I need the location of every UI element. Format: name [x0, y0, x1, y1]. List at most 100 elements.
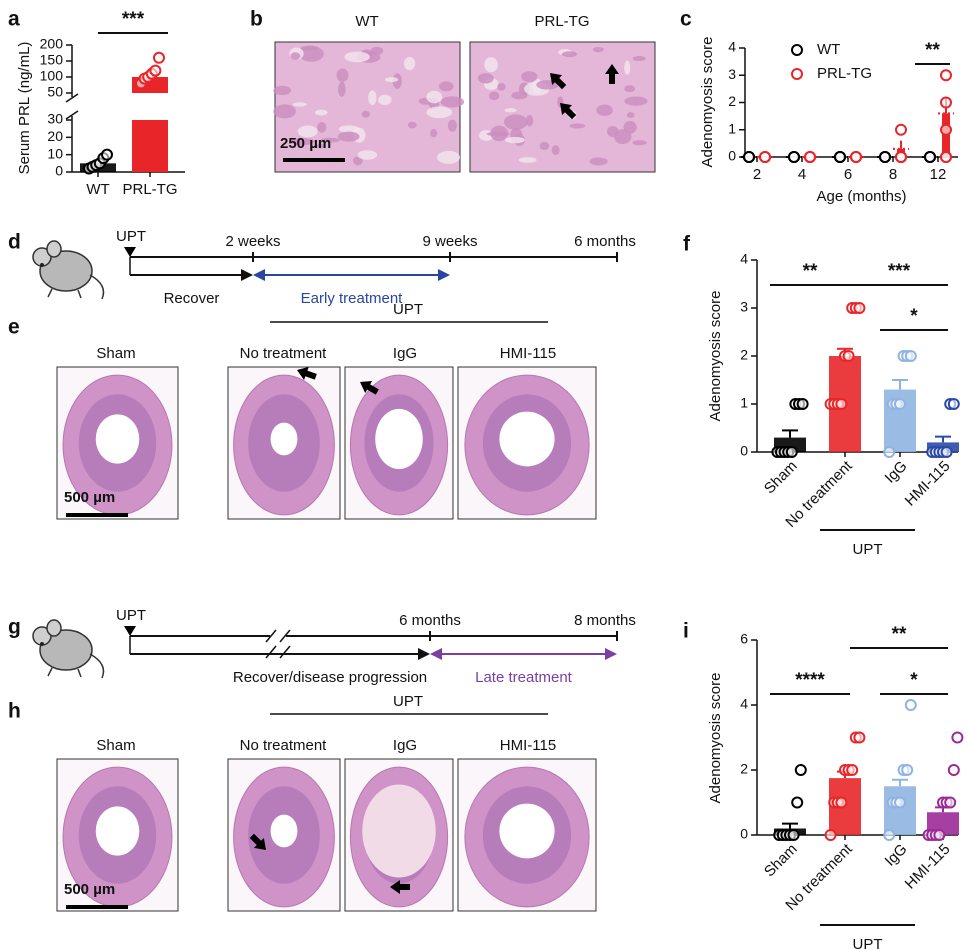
arrowhead — [241, 269, 253, 281]
arrow — [390, 880, 410, 894]
tissue-texture — [539, 141, 550, 151]
tissue-texture — [392, 73, 402, 90]
tissue-texture — [623, 120, 637, 134]
tissue-texture — [504, 136, 525, 144]
x-tick-label: IgG — [882, 841, 911, 870]
tissue-texture — [589, 157, 608, 166]
tissue-texture — [336, 68, 349, 82]
y-tick-label: 4 — [740, 251, 748, 267]
tissue-texture — [477, 73, 494, 84]
data-point — [153, 51, 165, 64]
tissue-texture — [596, 104, 613, 116]
tissue-texture — [273, 85, 292, 96]
data-point — [842, 350, 855, 362]
scale-bar-label: 500 µm — [64, 489, 115, 506]
significance-label: * — [910, 306, 918, 327]
scale-bar — [66, 513, 128, 517]
data-point — [940, 446, 953, 458]
bar — [884, 786, 916, 835]
tissue-texture — [273, 104, 296, 119]
timeline-tick-label: 6 months — [574, 233, 636, 250]
panel-letter: e — [8, 316, 20, 339]
image-label: IgG — [393, 737, 417, 754]
legend-marker — [791, 44, 803, 56]
tissue-texture — [384, 77, 399, 83]
scale-bar — [66, 905, 128, 909]
data-point — [835, 796, 848, 809]
x-axis-label: Age (months) — [816, 188, 906, 205]
data-point — [787, 829, 800, 841]
legend-marker — [791, 68, 803, 80]
timeline-tick-label: 2 weeks — [225, 233, 280, 250]
timeline-tick-label: 8 months — [574, 612, 636, 629]
y-tick-label: 30 — [47, 111, 63, 127]
tissue-texture — [314, 109, 328, 116]
mouse-icon — [32, 240, 105, 300]
lumen — [375, 408, 423, 470]
tissue-texture — [300, 45, 319, 51]
y-axis-label: Adenomyosis score — [707, 673, 724, 804]
arrow — [605, 64, 619, 84]
data-point — [759, 151, 771, 163]
tissue-texture — [352, 156, 363, 166]
significance-label: **** — [795, 670, 825, 691]
image-label: HMI-115 — [500, 737, 556, 754]
y-tick-label: 2 — [728, 93, 736, 109]
y-tick-label: 2 — [740, 347, 748, 363]
y-tick-label: 4 — [728, 39, 736, 55]
break-mark — [265, 645, 277, 659]
tissue-texture — [426, 90, 443, 104]
panel-letter: h — [8, 700, 21, 723]
image-label: Sham — [96, 345, 135, 362]
data-point — [947, 398, 960, 410]
y-tick-label: 1 — [740, 395, 748, 411]
lumen — [95, 806, 140, 856]
y-tick-label: 1 — [728, 120, 736, 136]
timeline-start: UPT — [116, 228, 146, 245]
data-point — [788, 151, 800, 163]
y-tick-label: 0 — [728, 148, 736, 164]
data-point — [846, 764, 859, 776]
panel-letter: a — [8, 8, 20, 31]
panel-letter: c — [680, 8, 692, 31]
tissue-texture — [361, 110, 370, 118]
data-point — [940, 69, 952, 82]
lumen — [362, 784, 436, 878]
significance-label: ** — [803, 261, 818, 282]
y-tick-label: 200 — [40, 36, 64, 52]
phase-label: Recover/disease progression — [233, 669, 427, 686]
x-tick-label: PRL-TG — [122, 181, 177, 198]
y-axis-label: Adenomyosis score — [699, 37, 716, 168]
panel-letter: d — [8, 231, 21, 254]
tissue-texture — [317, 121, 327, 133]
axis-break — [65, 93, 79, 103]
x-tick-label: 8 — [889, 166, 897, 183]
y-tick-label: 0 — [55, 163, 63, 179]
axis-break — [65, 110, 79, 120]
data-point — [894, 796, 906, 809]
data-point — [804, 151, 816, 163]
image-label: Sham — [96, 737, 135, 754]
image-label: PRL-TG — [534, 13, 589, 30]
x-tick-label: 6 — [844, 166, 852, 183]
tissue-texture — [320, 137, 340, 143]
tissue-texture — [561, 51, 578, 58]
timeline-start: UPT — [116, 607, 146, 624]
significance-label: *** — [888, 261, 911, 282]
arrow — [249, 833, 266, 850]
tissue-texture — [551, 145, 560, 156]
tissue-texture — [503, 114, 528, 130]
timeline-tick-label: 6 months — [399, 612, 461, 629]
data-point — [824, 829, 837, 841]
break-mark — [279, 645, 291, 659]
data-point — [924, 151, 936, 163]
x-tick-label: IgG — [882, 458, 911, 487]
data-point — [894, 398, 906, 410]
legend-label: WT — [817, 41, 840, 58]
break-mark — [279, 629, 291, 643]
y-tick-label: 20 — [47, 128, 63, 144]
data-point — [895, 123, 907, 136]
arrow — [297, 366, 317, 380]
tissue-texture — [430, 128, 438, 138]
lumen — [95, 414, 140, 464]
